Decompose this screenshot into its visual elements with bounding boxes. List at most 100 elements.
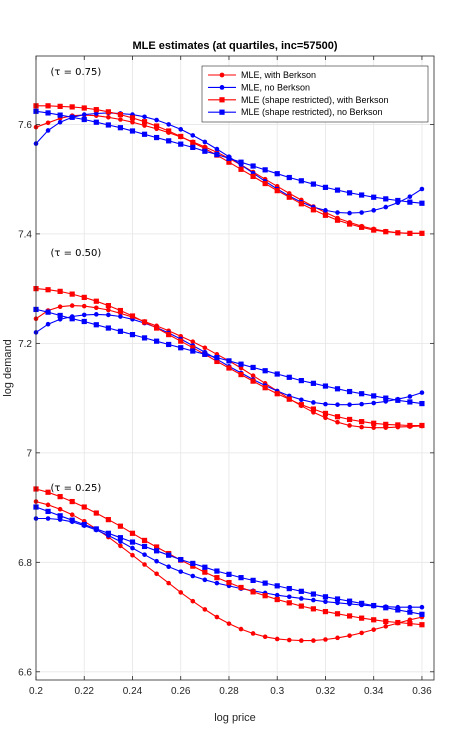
data-point xyxy=(214,575,220,581)
data-point xyxy=(118,117,123,122)
data-point xyxy=(250,364,256,371)
data-point xyxy=(359,224,365,230)
data-point xyxy=(419,611,425,617)
data-point xyxy=(166,138,172,144)
data-point xyxy=(45,309,51,315)
data-point xyxy=(395,230,401,236)
legend-label: MLE (shape restricted), no Berkson xyxy=(241,107,383,117)
data-point xyxy=(69,316,75,322)
data-point xyxy=(347,423,352,428)
data-point xyxy=(383,229,389,235)
data-point xyxy=(274,596,280,603)
data-point xyxy=(419,230,425,236)
x-tick-label: 0.32 xyxy=(316,686,336,697)
x-axis-label: log price xyxy=(214,712,256,724)
data-point xyxy=(141,131,148,137)
data-point xyxy=(371,617,377,623)
series-075-3 xyxy=(33,108,425,206)
data-point xyxy=(142,562,147,567)
data-point xyxy=(81,312,87,318)
data-point xyxy=(178,556,184,563)
data-point xyxy=(346,598,353,604)
data-point xyxy=(298,178,304,184)
data-point xyxy=(141,543,148,550)
data-point xyxy=(57,312,63,319)
data-point xyxy=(407,394,413,399)
data-point xyxy=(190,598,196,604)
data-point xyxy=(407,399,413,405)
data-point xyxy=(262,368,268,374)
data-point xyxy=(310,380,316,386)
x-tick-label: 0.2 xyxy=(29,686,43,697)
data-point xyxy=(45,103,51,109)
data-point xyxy=(359,401,364,407)
data-point xyxy=(322,594,329,600)
plot-frame xyxy=(35,55,435,681)
data-point xyxy=(166,580,171,586)
data-point xyxy=(93,510,99,516)
data-point xyxy=(322,410,329,417)
data-point xyxy=(323,208,328,213)
data-point xyxy=(190,348,196,354)
data-point xyxy=(359,630,364,636)
data-point xyxy=(250,173,256,180)
data-point xyxy=(142,114,147,120)
data-point xyxy=(334,596,341,602)
data-point xyxy=(346,416,353,423)
data-point xyxy=(57,119,63,125)
data-point xyxy=(130,545,135,551)
data-point xyxy=(166,332,172,338)
data-point xyxy=(129,332,136,338)
data-point xyxy=(178,569,184,574)
data-point xyxy=(118,543,123,549)
data-point xyxy=(202,569,208,575)
data-point xyxy=(202,145,208,152)
data-point xyxy=(94,111,99,116)
data-point xyxy=(130,119,135,125)
data-point xyxy=(407,194,413,199)
data-point xyxy=(117,328,124,334)
data-point xyxy=(93,322,99,328)
y-tick-label: 7.6 xyxy=(18,120,32,131)
data-point xyxy=(118,539,123,544)
data-point xyxy=(419,200,425,206)
data-point xyxy=(359,615,365,621)
data-point xyxy=(214,580,220,586)
data-point xyxy=(383,204,389,210)
data-point xyxy=(407,422,413,429)
data-point xyxy=(286,174,292,181)
data-point xyxy=(141,335,148,341)
data-point xyxy=(57,506,63,512)
data-point xyxy=(130,552,135,558)
data-point xyxy=(274,592,280,598)
data-point xyxy=(250,373,256,378)
data-point xyxy=(371,425,376,430)
data-point xyxy=(419,622,425,628)
data-point xyxy=(347,402,352,407)
data-point xyxy=(129,115,136,121)
data-point xyxy=(383,421,389,427)
y-axis-label: log demand xyxy=(2,339,14,397)
data-point xyxy=(371,602,377,609)
legend-label: MLE, with Berkson xyxy=(241,70,316,80)
data-point xyxy=(202,148,208,154)
data-point xyxy=(359,391,365,397)
data-point xyxy=(105,122,111,128)
data-point xyxy=(238,365,244,371)
data-point xyxy=(334,386,341,392)
data-point xyxy=(250,378,256,384)
data-point xyxy=(286,374,292,380)
data-point xyxy=(69,291,75,297)
data-point xyxy=(94,305,99,311)
data-point xyxy=(45,516,51,521)
data-point xyxy=(69,303,75,308)
data-point xyxy=(57,103,63,109)
data-point xyxy=(238,575,244,581)
data-point xyxy=(154,325,160,331)
series-050-7 xyxy=(33,306,425,407)
data-point xyxy=(371,400,376,406)
data-point xyxy=(298,201,304,207)
data-point xyxy=(214,146,220,152)
data-point xyxy=(274,171,280,177)
x-tick-label: 0.36 xyxy=(412,686,432,697)
